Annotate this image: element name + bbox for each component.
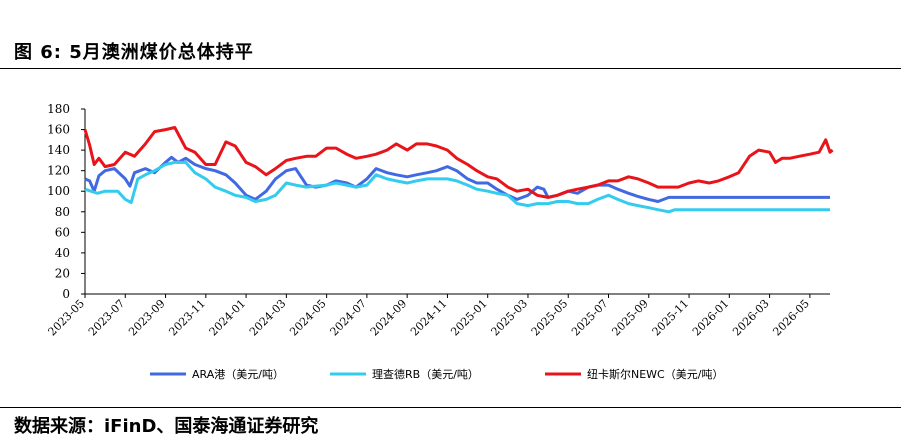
legend-label: ARA港（美元/吨） (192, 368, 284, 381)
x-tick-label: 2024-05 (287, 297, 329, 339)
y-tick-label: 40 (55, 246, 70, 260)
x-tick-label: 2026-05 (770, 297, 812, 339)
y-tick-label: 100 (47, 184, 70, 198)
x-tick-label: 2025-03 (489, 297, 531, 339)
x-tick-label: 2025-07 (569, 297, 611, 339)
x-tick-label: 2026-01 (690, 297, 732, 339)
y-tick-label: 160 (47, 123, 70, 137)
plot-area: 0204060801001201401601802023-052023-0720… (46, 102, 834, 381)
title-divider (0, 68, 901, 69)
legend-label: 纽卡斯尔NEWC（美元/吨） (587, 367, 723, 381)
x-tick-label: 2023-07 (86, 297, 128, 339)
x-tick-label: 2023-05 (46, 297, 88, 339)
x-tick-label: 2025-09 (609, 297, 651, 339)
y-tick-label: 120 (47, 164, 70, 178)
series-line-3 (83, 126, 834, 199)
series-line-2 (84, 160, 830, 214)
x-tick-label: 2024-11 (408, 297, 450, 339)
x-tick-label: 2024-09 (368, 297, 410, 339)
x-tick-label: 2024-03 (247, 297, 289, 339)
x-tick-label: 2023-09 (126, 297, 168, 339)
legend-label: 理查德RB（美元/吨） (372, 367, 479, 381)
x-tick-label: 2026-03 (730, 297, 772, 339)
y-tick-label: 140 (47, 143, 70, 157)
x-tick-label: 2024-07 (327, 297, 369, 339)
page-title: 图 6: 5月澳洲煤价总体持平 (14, 42, 254, 63)
x-tick-label: 2024-01 (207, 297, 249, 339)
x-tick-label: 2025-11 (650, 297, 692, 339)
x-tick-label: 2023-11 (166, 297, 208, 339)
y-tick-label: 60 (55, 225, 70, 239)
y-tick-label: 80 (55, 205, 70, 219)
y-tick-label: 20 (55, 266, 70, 280)
series-line-1 (84, 155, 830, 203)
data-source: 数据来源：iFinD、国泰海通证券研究 (14, 416, 319, 437)
y-tick-label: 0 (62, 287, 70, 301)
x-tick-label: 2025-01 (448, 297, 490, 339)
x-tick-label: 2025-05 (529, 297, 571, 339)
footer-divider (0, 407, 901, 408)
y-tick-label: 180 (47, 102, 70, 116)
